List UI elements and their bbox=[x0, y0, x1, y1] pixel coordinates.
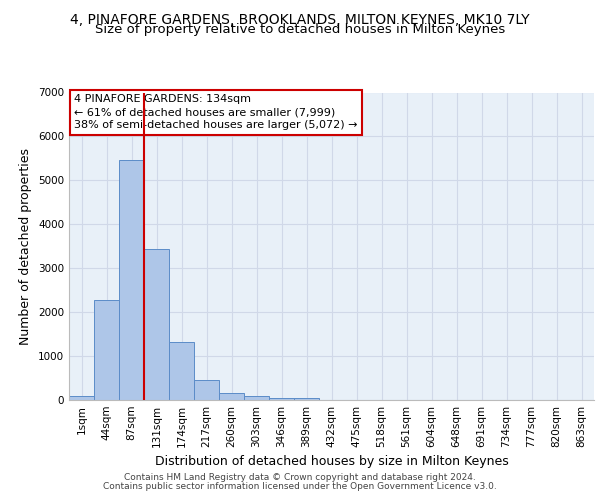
Text: 4, PINAFORE GARDENS, BROOKLANDS, MILTON KEYNES, MK10 7LY: 4, PINAFORE GARDENS, BROOKLANDS, MILTON … bbox=[70, 12, 530, 26]
Bar bbox=[94, 300, 119, 400]
Text: Contains HM Land Registry data © Crown copyright and database right 2024.: Contains HM Land Registry data © Crown c… bbox=[124, 474, 476, 482]
Bar bbox=[69, 396, 94, 400]
Y-axis label: Number of detached properties: Number of detached properties bbox=[19, 148, 32, 345]
Bar bbox=[294, 398, 319, 400]
Bar bbox=[119, 160, 144, 400]
Text: 4 PINAFORE GARDENS: 134sqm
← 61% of detached houses are smaller (7,999)
38% of s: 4 PINAFORE GARDENS: 134sqm ← 61% of deta… bbox=[74, 94, 358, 130]
Bar bbox=[244, 396, 269, 400]
Bar bbox=[169, 342, 194, 400]
X-axis label: Distribution of detached houses by size in Milton Keynes: Distribution of detached houses by size … bbox=[155, 456, 508, 468]
Bar bbox=[194, 380, 219, 400]
Bar bbox=[219, 393, 244, 400]
Bar bbox=[269, 398, 294, 400]
Bar bbox=[144, 249, 169, 400]
Text: Contains public sector information licensed under the Open Government Licence v3: Contains public sector information licen… bbox=[103, 482, 497, 491]
Text: Size of property relative to detached houses in Milton Keynes: Size of property relative to detached ho… bbox=[95, 24, 505, 36]
